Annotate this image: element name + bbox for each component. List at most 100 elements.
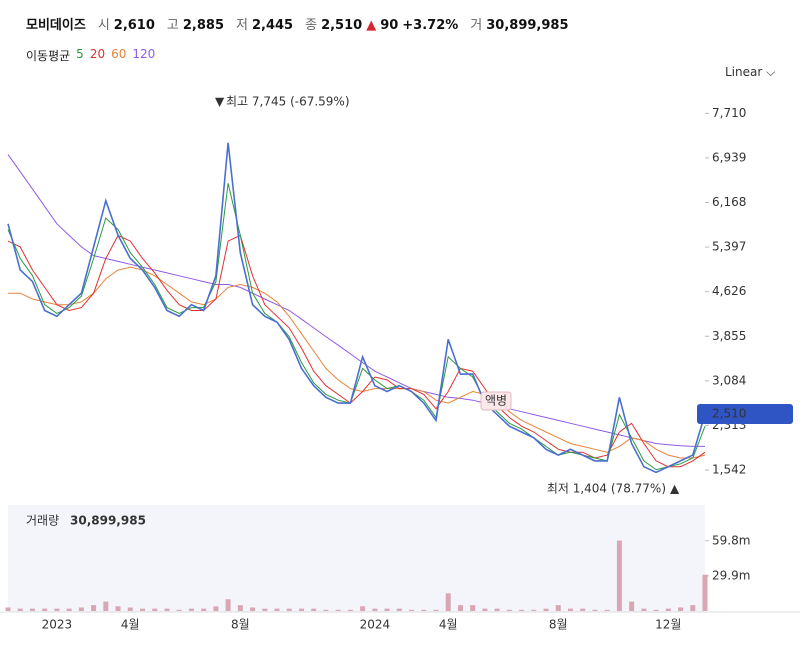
volume-bar [409, 609, 415, 611]
volume-bar [286, 608, 292, 611]
x-tick-label: 12월 [655, 618, 681, 632]
volume-bar [629, 601, 635, 611]
volume-bar [250, 607, 256, 611]
volume-bar [225, 599, 231, 611]
volume-title: 거래량 [26, 514, 59, 528]
volume-bar [237, 605, 243, 611]
y-tick-label: 3,084 [712, 373, 746, 387]
field-value: 2,610 [113, 18, 155, 33]
volume-bar [127, 607, 133, 611]
volume-bar [678, 607, 684, 611]
volume-bar [29, 608, 35, 611]
y-tick-label: 4,626 [712, 284, 746, 298]
volume-bar [372, 608, 378, 611]
y-tick-label: 1,542 [712, 463, 746, 477]
y-tick-label: 3,855 [712, 329, 746, 343]
low-annotation: 최저 1,404 (78.77%) [547, 482, 666, 496]
legend-entry: 20 [89, 47, 106, 61]
volume: 30,899,985 [486, 18, 569, 33]
volume-bar [17, 608, 23, 611]
x-tick-label: 4월 [439, 618, 458, 632]
y-tick-label: 29.9m [712, 568, 750, 582]
field-value: 2,445 [251, 18, 294, 33]
y-tick-label: 6,168 [712, 195, 746, 209]
field-label: 고 [166, 18, 179, 33]
field-value: 2,510 [321, 18, 363, 33]
volume-bar [78, 607, 84, 611]
volume-bar [604, 609, 610, 611]
volume-bar [42, 608, 48, 611]
volume-bar [555, 605, 561, 611]
volume-bar [188, 608, 194, 611]
volume-bar [482, 608, 488, 611]
x-tick-label: 2024 [360, 618, 391, 632]
event-label: 액병 [485, 394, 507, 408]
legend-entry: 120 [132, 47, 156, 61]
change-pct: +3.72% [402, 18, 459, 33]
high-annotation: 최고 7,745 (-67.59%) [226, 95, 350, 109]
volume-bar [690, 605, 696, 611]
event-box [480, 391, 512, 411]
y-tick-label: 7,710 [712, 106, 746, 120]
stock-name: 모비데이즈 [26, 18, 86, 33]
field-label: 시 [97, 18, 110, 33]
volume-bar [445, 593, 451, 611]
volume-bar [567, 608, 573, 611]
x-tick-label: 2023 [42, 618, 73, 632]
x-tick-label: 4월 [121, 618, 140, 632]
ma-line [7, 183, 706, 471]
price-tag: 2,510 [712, 407, 746, 421]
volume-bar [91, 605, 97, 611]
volume-bar [115, 606, 121, 611]
volume-bar [311, 608, 317, 611]
price-line [7, 142, 706, 474]
field-label: 저 [236, 18, 248, 33]
volume-current: 30,899,985 [70, 514, 146, 528]
volume-bar [580, 608, 586, 611]
volume-bar [543, 608, 549, 611]
volume-bar [66, 608, 72, 611]
change: 90 [380, 18, 399, 33]
x-tick-label: 8월 [549, 618, 568, 632]
volume-bar [653, 609, 659, 611]
volume-bar [347, 609, 353, 611]
scale-selector[interactable]: Linear ⌵ [725, 65, 776, 79]
scale-label: Linear [725, 65, 763, 79]
volume-bar [665, 608, 671, 611]
volume-bar [103, 601, 109, 611]
ma-legend-title: 이동평균 [26, 49, 71, 63]
volume-bar [201, 608, 207, 611]
low-marker: ▲ [670, 482, 680, 496]
volume-bar [384, 608, 390, 611]
volume-bar [592, 609, 598, 611]
y-tick-label: 5,397 [712, 240, 746, 254]
field-label: 종 [305, 18, 318, 33]
legend-entry: 60 [111, 47, 127, 61]
volume-bar [176, 609, 182, 611]
ma-line [7, 154, 705, 447]
volume-bar [323, 609, 329, 611]
change-arrow: ▲ [366, 18, 377, 33]
volume-bar [616, 540, 622, 611]
volume-bar [494, 608, 500, 611]
volume-bar [360, 606, 366, 611]
volume-bar [274, 608, 280, 611]
volume-bar [641, 608, 647, 611]
y-tick-label: 59.8m [712, 533, 750, 547]
volume-bar [140, 608, 146, 611]
y-tick-label: 6,939 [712, 150, 746, 164]
volume-bar [506, 609, 512, 611]
volume-bar [433, 609, 439, 611]
volume-bar [262, 608, 268, 611]
x-tick-label: 8월 [231, 618, 250, 632]
volume-bar [457, 605, 463, 611]
volume-bar [5, 607, 11, 611]
ma-legend: 이동평균 5 20 60 120 [26, 47, 155, 64]
volume-bar [54, 608, 60, 611]
price-tag-box [697, 404, 793, 425]
ma-line [8, 266, 706, 459]
volume-bar [470, 605, 476, 611]
volume-panel [8, 505, 705, 612]
volume-bar [152, 608, 158, 611]
